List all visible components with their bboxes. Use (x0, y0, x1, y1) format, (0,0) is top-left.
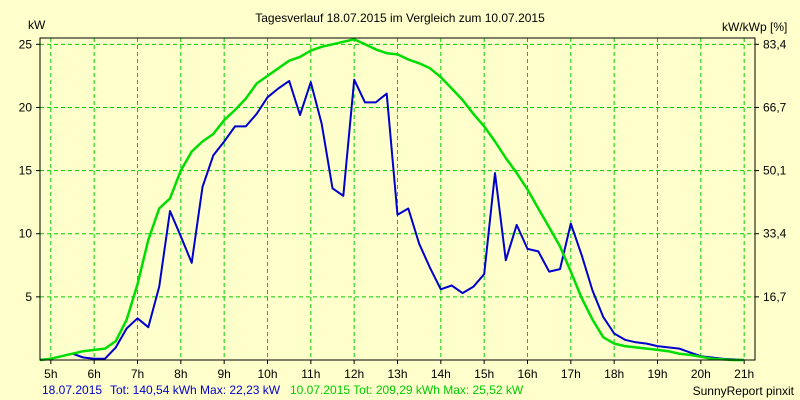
plot-frame (39, 37, 756, 361)
y-tick-label-right: 33,4 (763, 227, 787, 241)
x-tick-label: 20h (691, 367, 711, 381)
x-tick-label: 8h (174, 367, 187, 381)
series-line-18-07-2015 (39, 78, 745, 361)
y-tick-label-left: 15 (19, 164, 33, 178)
legend-series1: 18.07.2015 (42, 383, 103, 397)
x-tick-label: 13h (387, 367, 407, 381)
legend-series2: 10.07.2015 Tot: 209,29 kWh Max: 25,52 kW (290, 383, 524, 397)
x-tick-label: 21h (734, 367, 754, 381)
y-tick-label-left: 25 (19, 37, 33, 51)
x-tick-label: 9h (217, 367, 230, 381)
series-line-10-07-2015 (39, 38, 745, 362)
y-tick-label-left: 20 (19, 100, 33, 114)
y-axis-label-right: kW/kWp [%] (722, 20, 788, 34)
x-tick-label: 7h (131, 367, 144, 381)
x-tick-label: 6h (87, 367, 100, 381)
x-tick-label: 14h (431, 367, 451, 381)
x-tick-label: 10h (257, 367, 277, 381)
y-tick-label-right: 83,4 (763, 37, 787, 51)
y-tick-label-right: 66,7 (763, 100, 787, 114)
x-tick-label: 16h (517, 367, 537, 381)
x-tick-label: 18h (604, 367, 624, 381)
y-tick-label-right: 50,1 (763, 164, 787, 178)
x-tick-label: 19h (647, 367, 667, 381)
x-tick-label: 15h (474, 367, 494, 381)
y-tick-label-right: 16,7 (763, 290, 787, 304)
y-axis-label-left: kW (28, 18, 46, 32)
x-tick-label: 12h (344, 367, 364, 381)
y-tick-label-left: 5 (25, 290, 32, 304)
x-tick-label: 17h (561, 367, 581, 381)
chart-title: Tagesverlauf 18.07.2015 im Vergleich zum… (255, 11, 545, 25)
x-tick-label: 11h (301, 367, 320, 381)
footer-credit: SunnyReport pinxit (692, 384, 794, 398)
x-tick-label: 5h (44, 367, 57, 381)
legend-series1-stats: Tot: 140,54 kWh Max: 22,23 kW (110, 383, 281, 397)
y-tick-label-left: 10 (19, 227, 33, 241)
